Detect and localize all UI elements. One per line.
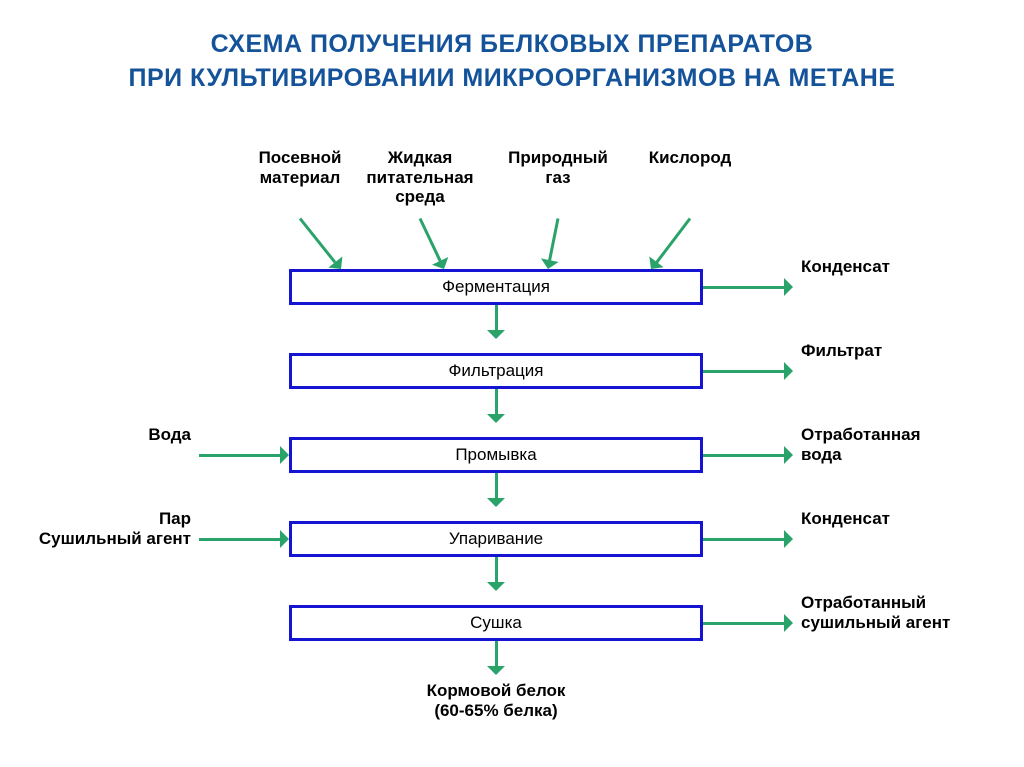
title-line2: ПРИ КУЛЬТИВИРОВАНИИ МИКРООРГАНИЗМОВ НА М…	[129, 64, 896, 92]
diagram-canvas: СХЕМА ПОЛУЧЕНИЯ БЕЛКОВЫХ ПРЕПАРАТОВ ПРИ …	[0, 0, 1024, 767]
process-box-washing: Промывка	[289, 437, 703, 473]
down-arrow-0-head	[487, 330, 505, 339]
process-box-drying: Сушка	[289, 605, 703, 641]
side-output-arrow-wastewater-head	[784, 446, 793, 464]
side-input-label-steam-agent: Пар Сушильный агент	[19, 509, 191, 548]
side-output-arrow-condensate1-shaft	[703, 286, 784, 289]
side-input-arrow-water-head	[280, 446, 289, 464]
side-input-arrow-water-shaft	[199, 454, 280, 457]
down-arrow-1-head	[487, 414, 505, 423]
title-line1: СХЕМА ПОЛУЧЕНИЯ БЕЛКОВЫХ ПРЕПАРАТОВ	[211, 30, 814, 58]
down-arrow-4-head	[487, 666, 505, 675]
diagram-title: СХЕМА ПОЛУЧЕНИЯ БЕЛКОВЫХ ПРЕПАРАТОВ ПРИ …	[0, 28, 1024, 96]
side-output-arrow-condensate2-head	[784, 530, 793, 548]
final-output-label: Кормовой белок (60-65% белка)	[346, 681, 646, 720]
down-arrow-2-shaft	[495, 473, 498, 498]
process-box-label-drying: Сушка	[470, 613, 522, 633]
side-output-arrow-filtrate-head	[784, 362, 793, 380]
process-box-fermentation: Ферментация	[289, 269, 703, 305]
side-output-arrow-wastewater-shaft	[703, 454, 784, 457]
top-input-arrow-medium-shaft	[419, 217, 442, 261]
process-box-label-fermentation: Ферментация	[442, 277, 550, 297]
down-arrow-4-shaft	[495, 641, 498, 666]
process-box-label-washing: Промывка	[455, 445, 536, 465]
side-output-arrow-filtrate-shaft	[703, 370, 784, 373]
top-input-label-oxygen: Кислород	[610, 148, 770, 168]
side-output-arrow-condensate2-shaft	[703, 538, 784, 541]
side-input-arrow-steam-agent-head	[280, 530, 289, 548]
down-arrow-3-head	[487, 582, 505, 591]
top-input-arrow-seed-shaft	[299, 217, 336, 263]
side-output-arrow-spent-agent-shaft	[703, 622, 784, 625]
process-box-label-evaporation: Упаривание	[449, 529, 543, 549]
side-output-arrow-condensate1-head	[784, 278, 793, 296]
side-input-arrow-steam-agent-shaft	[199, 538, 280, 541]
top-input-label-medium: Жидкая питательная среда	[340, 148, 500, 207]
side-output-label-condensate2: Конденсат	[801, 509, 1021, 529]
down-arrow-0-shaft	[495, 305, 498, 330]
side-output-label-spent-agent: Отработанный сушильный агент	[801, 593, 1021, 632]
down-arrow-3-shaft	[495, 557, 498, 582]
down-arrow-1-shaft	[495, 389, 498, 414]
process-box-filtration: Фильтрация	[289, 353, 703, 389]
top-input-arrow-oxygen-shaft	[656, 217, 692, 263]
process-box-label-filtration: Фильтрация	[448, 361, 543, 381]
top-input-arrow-gas-shaft	[548, 218, 559, 261]
process-box-evaporation: Упаривание	[289, 521, 703, 557]
side-output-label-filtrate: Фильтрат	[801, 341, 1021, 361]
side-output-label-wastewater: Отработанная вода	[801, 425, 1021, 464]
down-arrow-2-head	[487, 498, 505, 507]
side-output-arrow-spent-agent-head	[784, 614, 793, 632]
side-output-label-condensate1: Конденсат	[801, 257, 1021, 277]
side-input-label-water: Вода	[19, 425, 191, 445]
